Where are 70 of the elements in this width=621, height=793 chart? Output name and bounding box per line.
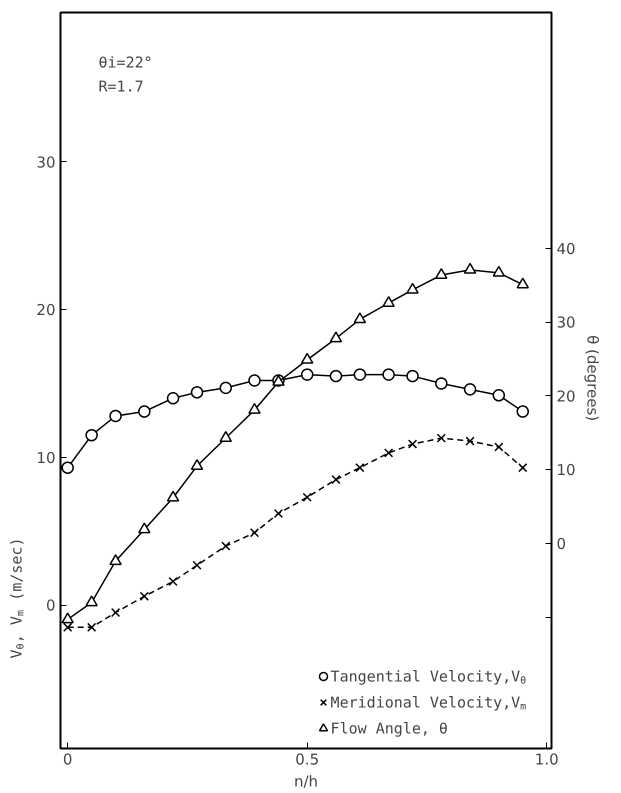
point	[168, 576, 178, 586]
legend-label: Flow Angle, θ	[330, 720, 448, 738]
point	[382, 296, 395, 307]
point	[408, 439, 418, 449]
point	[406, 370, 419, 382]
point	[354, 368, 366, 381]
point	[190, 386, 204, 399]
annotation: R=1.7	[98, 78, 144, 96]
x-axis-title: n/h	[294, 772, 318, 790]
point	[61, 612, 74, 624]
point	[138, 522, 151, 534]
point	[302, 492, 312, 502]
point	[221, 541, 230, 551]
point	[435, 268, 448, 279]
point	[435, 377, 448, 390]
point	[492, 266, 506, 277]
point	[331, 474, 341, 484]
point	[354, 312, 366, 324]
point	[109, 554, 122, 566]
point	[166, 392, 180, 404]
y-tick-label: 20	[36, 301, 56, 320]
point	[85, 595, 98, 606]
y2-axis-title: θ (degrees)	[584, 335, 602, 422]
y2-tick-label: 40	[556, 240, 576, 258]
point	[436, 434, 446, 443]
point	[248, 402, 261, 414]
y2-tick-label: 30	[556, 314, 576, 332]
point	[220, 430, 232, 442]
point	[516, 405, 530, 418]
point	[300, 368, 314, 381]
point	[140, 592, 149, 601]
y-tick-label: 10	[36, 448, 56, 467]
point	[85, 428, 98, 442]
point	[464, 262, 476, 274]
point	[166, 490, 180, 502]
point	[109, 410, 122, 422]
point	[330, 331, 342, 342]
point	[382, 368, 395, 381]
point	[63, 622, 72, 632]
point	[516, 278, 530, 289]
point	[86, 622, 96, 632]
point	[110, 608, 120, 618]
point	[192, 560, 202, 570]
x-tick-label: 1.0	[534, 750, 559, 768]
y-tick-label: 30	[36, 153, 56, 172]
x-tick-label: 0.5	[295, 750, 320, 768]
point	[406, 282, 419, 294]
point	[355, 463, 365, 472]
y2-tick-label: 0	[556, 534, 566, 553]
point	[61, 461, 74, 474]
point	[330, 370, 342, 382]
point	[250, 528, 260, 538]
point	[300, 352, 314, 364]
annotation: θi=22°	[98, 54, 153, 72]
point	[494, 442, 504, 452]
y2-tick-label: 20	[556, 387, 576, 406]
y2-tick-label: 10	[556, 461, 576, 480]
point	[518, 463, 528, 472]
point	[220, 382, 232, 394]
point	[274, 508, 284, 518]
point	[384, 448, 394, 458]
x-tick-label: 0	[62, 750, 72, 768]
point	[138, 405, 151, 418]
point	[492, 389, 506, 402]
point	[464, 383, 476, 396]
point	[248, 374, 261, 387]
point	[190, 458, 204, 470]
point	[465, 436, 475, 446]
y-axis-title: Vθ, Vm (m/sec)	[8, 537, 26, 658]
y-tick-label: 0	[46, 596, 56, 615]
